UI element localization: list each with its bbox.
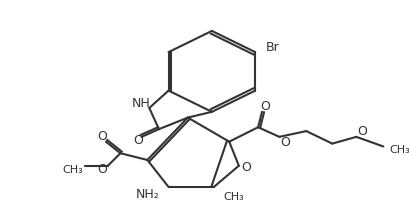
Text: NH: NH: [132, 97, 151, 110]
Text: O: O: [97, 130, 107, 143]
Text: O: O: [356, 125, 366, 138]
Text: CH₃: CH₃: [223, 192, 244, 202]
Text: O: O: [97, 163, 107, 176]
Text: O: O: [133, 134, 142, 147]
Text: CH₃: CH₃: [388, 145, 409, 155]
Text: O: O: [259, 100, 269, 113]
Text: O: O: [241, 161, 251, 174]
Text: CH₃: CH₃: [63, 165, 83, 175]
Text: NH₂: NH₂: [135, 188, 159, 201]
Text: O: O: [279, 136, 289, 149]
Text: Br: Br: [265, 41, 279, 54]
